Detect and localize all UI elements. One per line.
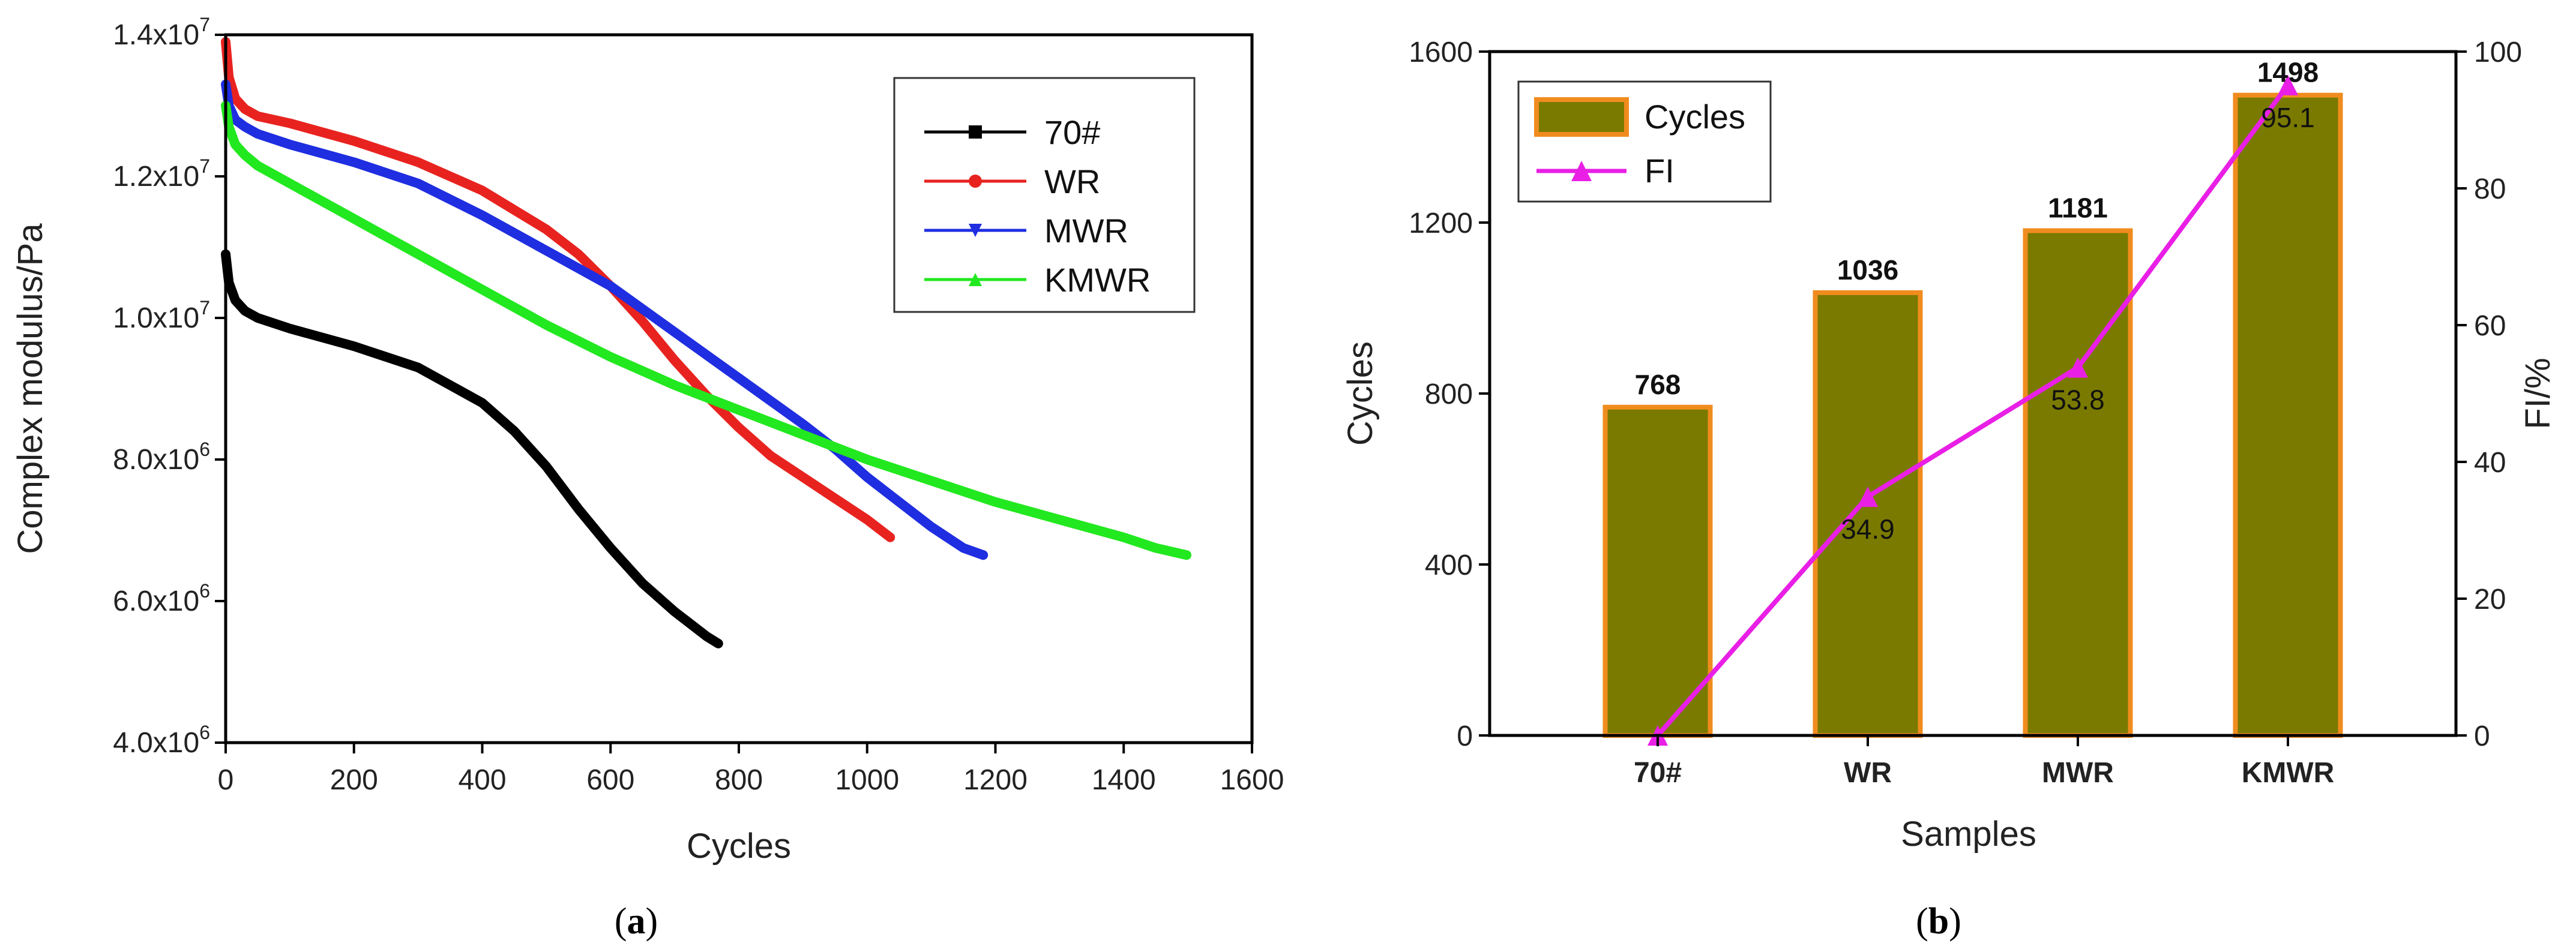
bar-value-label: 1498 — [2257, 57, 2319, 88]
legend-marker-wr — [969, 175, 982, 188]
panel-b-y2-tick-label: 80 — [2474, 173, 2506, 205]
panel-a-y-tick-base: 1.2x10 — [113, 161, 199, 193]
legend-marker-fi — [1571, 161, 1592, 181]
panel-a-y-axis-title: Complex modulus/Pa — [11, 223, 50, 554]
legend-label-fi: FI — [1645, 152, 1675, 190]
panel-a-legend-box — [893, 77, 1196, 313]
panel-a-caption: (a) — [615, 901, 658, 942]
fi-marker — [2278, 74, 2298, 95]
panel-b-legend: Cycles FI — [1517, 80, 1772, 203]
panel-a-series — [221, 37, 1191, 648]
panel-a-y-tick-exponent: 6 — [199, 439, 210, 460]
bar-value-label: 1181 — [2048, 193, 2108, 224]
panel-a-y-tick-base: 8.0x10 — [113, 444, 199, 476]
panel-b-category-label: MWR — [2042, 757, 2114, 789]
series-line-mwr — [221, 79, 989, 560]
panel-a-y-tick-base: 4.0x10 — [113, 727, 199, 759]
panel-a-y-tick-exponent: 6 — [199, 722, 210, 743]
panel-a-y-tick-label: 1.2x107 — [113, 155, 210, 193]
panel-a-x-tick-label: 200 — [330, 764, 378, 796]
panel-a-x-tick-label: 1400 — [1092, 764, 1156, 796]
panel-a-x-tick-label: 800 — [715, 764, 763, 796]
panel-a-line-chart: 0 200 400 600 800 1000 1200 1400 16004.0x1066.0x… — [11, 14, 1284, 942]
panel-b-bars — [1602, 92, 2343, 738]
panel-b-y-tick-label: 1600 — [1409, 37, 1473, 68]
series-line-kmwr — [221, 101, 1191, 560]
panel-b-y-axis-title: Cycles — [1341, 341, 1380, 446]
series-line-wr — [221, 37, 895, 542]
panel-a-x-tick-label: 1200 — [963, 764, 1028, 796]
panel-b-data-labels: 768 1036 1181 1498 34.9 53.8 95.1 — [1635, 57, 2319, 545]
legend-label-wr: WR — [1044, 163, 1100, 200]
panel-a-x-tick-label: 1000 — [835, 764, 899, 796]
bar-cycles-70 — [1602, 404, 1713, 738]
panel-a-x-tick-label: 600 — [586, 764, 634, 796]
legend-label-kmwr: KMWR — [1044, 261, 1151, 299]
bar-cycles-wr — [1813, 290, 1923, 738]
panel-a-y-tick-label: 8.0x106 — [113, 439, 210, 476]
fi-marker — [2068, 357, 2088, 378]
panel-a-caption-letter: a — [627, 901, 646, 942]
panel-a-x-tick-label: 1600 — [1220, 764, 1284, 796]
legend-label-70: 70# — [1044, 113, 1100, 151]
panel-a-y-tick-exponent: 6 — [199, 580, 210, 602]
panel-b-tick-labels: 0 400 800 1200 1600 0 20 40 60 80 100 70# WR MWR KMWR — [1409, 37, 2522, 789]
fi-value-label: 53.8 — [2051, 385, 2105, 416]
panel-a-y-tick-label: 1.0x107 — [113, 297, 210, 334]
series-line-70 — [221, 249, 723, 648]
bar-value-label: 768 — [1635, 369, 1681, 400]
panel-a-y-tick-label: 1.4x107 — [113, 14, 210, 51]
fi-marker — [1858, 486, 1878, 507]
panel-a-ticks — [215, 34, 1253, 753]
panel-a-y-tick-exponent: 7 — [199, 14, 210, 35]
legend-label-cycles: Cycles — [1645, 98, 1745, 136]
panel-b-y2-tick-label: 100 — [2474, 37, 2522, 68]
panel-a-y-tick-exponent: 7 — [199, 155, 210, 177]
panel-a-x-tick-label: 400 — [458, 764, 506, 796]
panel-a-y-tick-base: 6.0x10 — [113, 585, 199, 617]
panel-b-category-label: WR — [1844, 757, 1892, 789]
bar-cycles-mwr — [2023, 228, 2133, 738]
panel-b-caption-letter: b — [1928, 901, 1949, 942]
panel-b-caption: (b) — [1916, 901, 1961, 942]
panel-b-y-tick-label: 800 — [1425, 379, 1473, 410]
panel-a-x-axis-title: Cycles — [687, 827, 791, 866]
panel-a-x-tick-label: 0 — [218, 764, 234, 796]
panel-a-y-tick-label: 4.0x106 — [113, 722, 210, 759]
panel-b-category-label: 70# — [1634, 757, 1682, 789]
panel-b-y2-axis-title: FI/% — [2518, 358, 2557, 429]
bar-cycles-kmwr — [2233, 92, 2343, 738]
panel-b-y2-tick-label: 0 — [2474, 720, 2490, 752]
panel-b-y2-tick-label: 40 — [2474, 447, 2506, 479]
panel-a-y-tick-exponent: 7 — [199, 297, 210, 319]
legend-label-mwr: MWR — [1044, 212, 1128, 250]
panel-b-y2-tick-label: 60 — [2474, 310, 2506, 342]
panel-b-category-label: KMWR — [2242, 757, 2335, 789]
panel-a-tick-labels: 0 200 400 600 800 1000 1200 1400 16004.0x1066.0x… — [113, 14, 1284, 796]
fi-line — [1655, 83, 2290, 737]
panel-a-plot-frame — [224, 33, 1254, 744]
panel-a-y-tick-label: 6.0x106 — [113, 580, 210, 617]
panel-b-y-tick-label: 1200 — [1409, 208, 1473, 239]
panel-a-y-tick-base: 1.4x10 — [113, 19, 199, 51]
legend-marker-mwr — [969, 224, 982, 237]
panel-a-y-tick-base: 1.0x10 — [113, 302, 199, 334]
legend-marker-70 — [969, 125, 982, 139]
panel-a-legend: 70# WR MWR KMWR — [893, 77, 1196, 313]
panel-b-y-tick-label: 400 — [1425, 549, 1473, 581]
legend-swatch-cycles — [1534, 97, 1629, 137]
panel-b-y-tick-label: 0 — [1457, 720, 1473, 752]
bar-value-label: 1036 — [1837, 254, 1898, 286]
panel-b-x-axis-title: Samples — [1901, 815, 2036, 854]
legend-marker-kmwr — [969, 273, 982, 286]
fi-value-label: 95.1 — [2261, 102, 2315, 133]
panel-b-y2-tick-label: 20 — [2474, 584, 2506, 615]
fi-value-label: 34.9 — [1841, 513, 1895, 545]
